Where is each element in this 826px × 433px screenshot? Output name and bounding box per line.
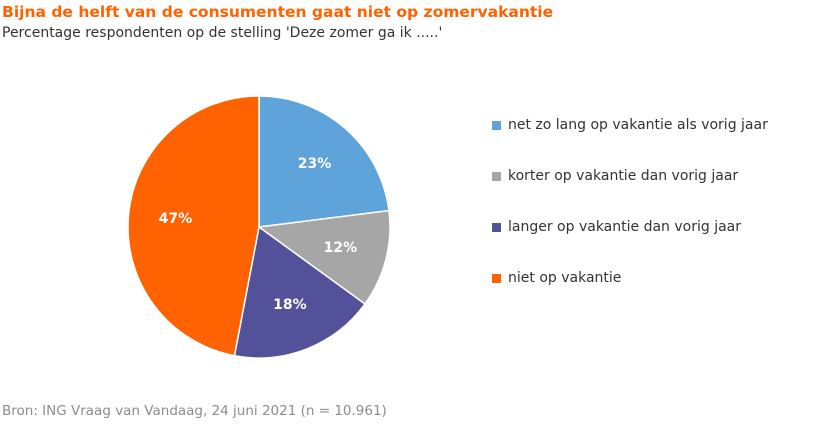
legend-swatch [492, 120, 501, 130]
legend-label: net zo lang op vakantie als vorig jaar [508, 117, 768, 133]
legend-swatch [492, 171, 501, 181]
legend-swatch [492, 273, 501, 283]
pie-slice [127, 95, 260, 357]
source-note: Bron: ING Vraag van Vandaag, 24 juni 202… [2, 403, 387, 419]
legend-label: niet op vakantie [508, 270, 622, 286]
pie-data-labels: 23% 12% 18% 47% [159, 156, 358, 313]
legend-item: net zo lang op vakantie als vorig jaar [492, 112, 768, 138]
chart-subtitle: Percentage respondenten op de stelling '… [2, 25, 443, 41]
chart-title: Bijna de helft van de consumenten gaat n… [2, 3, 554, 21]
slice-data-label: 12% [324, 240, 358, 256]
legend-label: langer op vakantie dan vorig jaar [508, 219, 741, 235]
legend-swatch [492, 222, 501, 232]
pie-slice [233, 225, 367, 359]
slice-data-label: 23% [298, 156, 332, 172]
chart-legend: net zo lang op vakantie als vorig jaar ko… [492, 112, 768, 316]
legend-item: korter op vakantie dan vorig jaar [492, 163, 768, 189]
legend-item: langer op vakantie dan vorig jaar [492, 214, 768, 240]
pie-slices [127, 95, 391, 359]
legend-label: korter op vakantie dan vorig jaar [508, 168, 739, 184]
slice-data-label: 47% [159, 211, 193, 227]
pie-slice [258, 95, 390, 228]
slice-data-label: 18% [273, 297, 307, 313]
legend-item: niet op vakantie [492, 265, 768, 291]
pie-slice [257, 209, 391, 306]
